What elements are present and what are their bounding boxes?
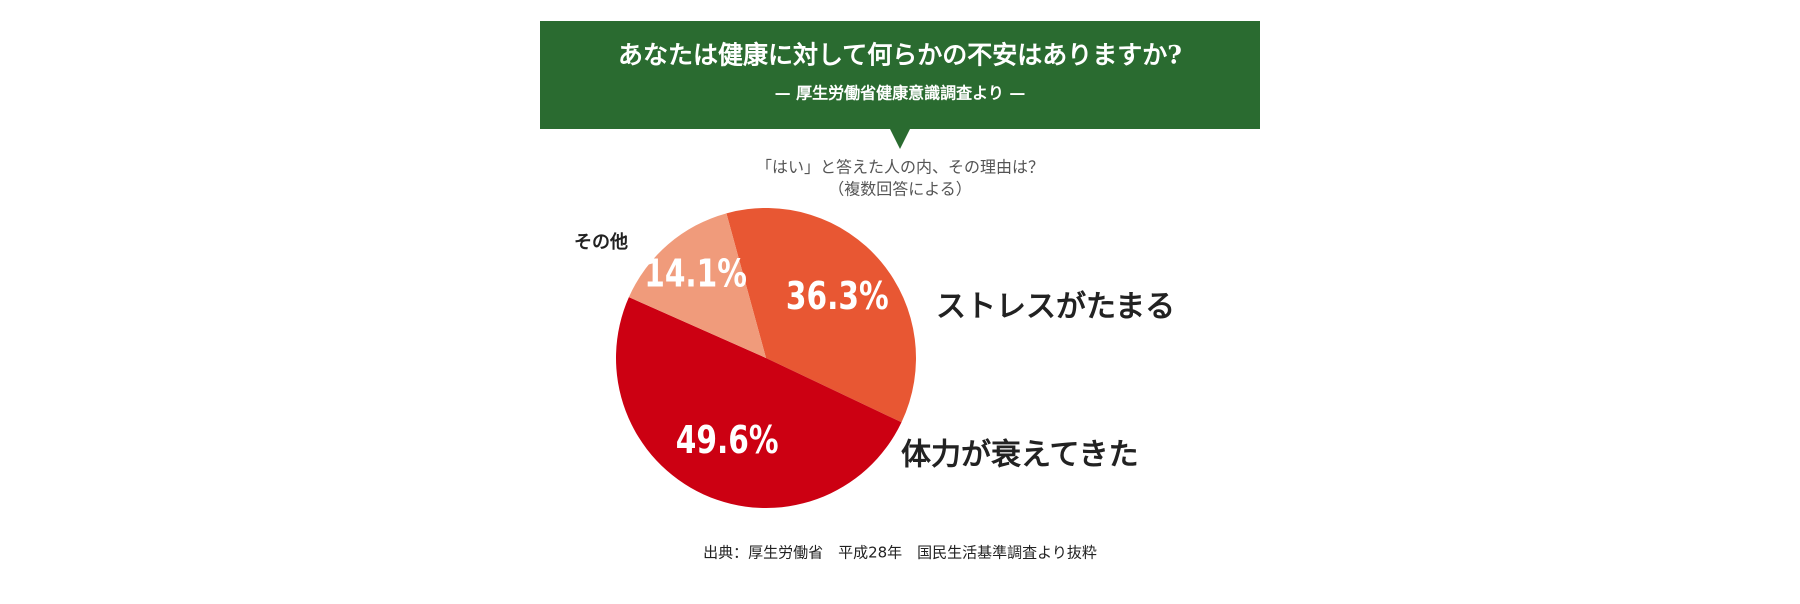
pie-slice: [726, 208, 916, 423]
annotation: （複数回答による）: [828, 180, 972, 199]
title-box: [540, 21, 1260, 129]
annotation: 「はい」と答えた人の内、その理由は？: [756, 158, 1044, 177]
value-label: 49.6%: [676, 419, 779, 464]
category-label: その他: [574, 231, 628, 253]
chart-title: あなたは健康に対して何らかの不安はありますか?: [618, 41, 1182, 70]
category-label: 体力が衰えてきた: [901, 438, 1139, 473]
source: 出典：厚生労働省 平成28年 国民生活基準調査より抜粋: [703, 544, 1097, 562]
value-label: 36.3%: [786, 274, 889, 319]
pie-slice: [615, 297, 902, 509]
chart-subtitle: — 厚生労働省健康意識調査より —: [775, 84, 1026, 103]
category-label: ストレスがたまる: [936, 290, 1175, 325]
title-pointer: [890, 129, 910, 149]
value-label: 14.1%: [644, 252, 747, 297]
pie-slice: [628, 213, 766, 358]
